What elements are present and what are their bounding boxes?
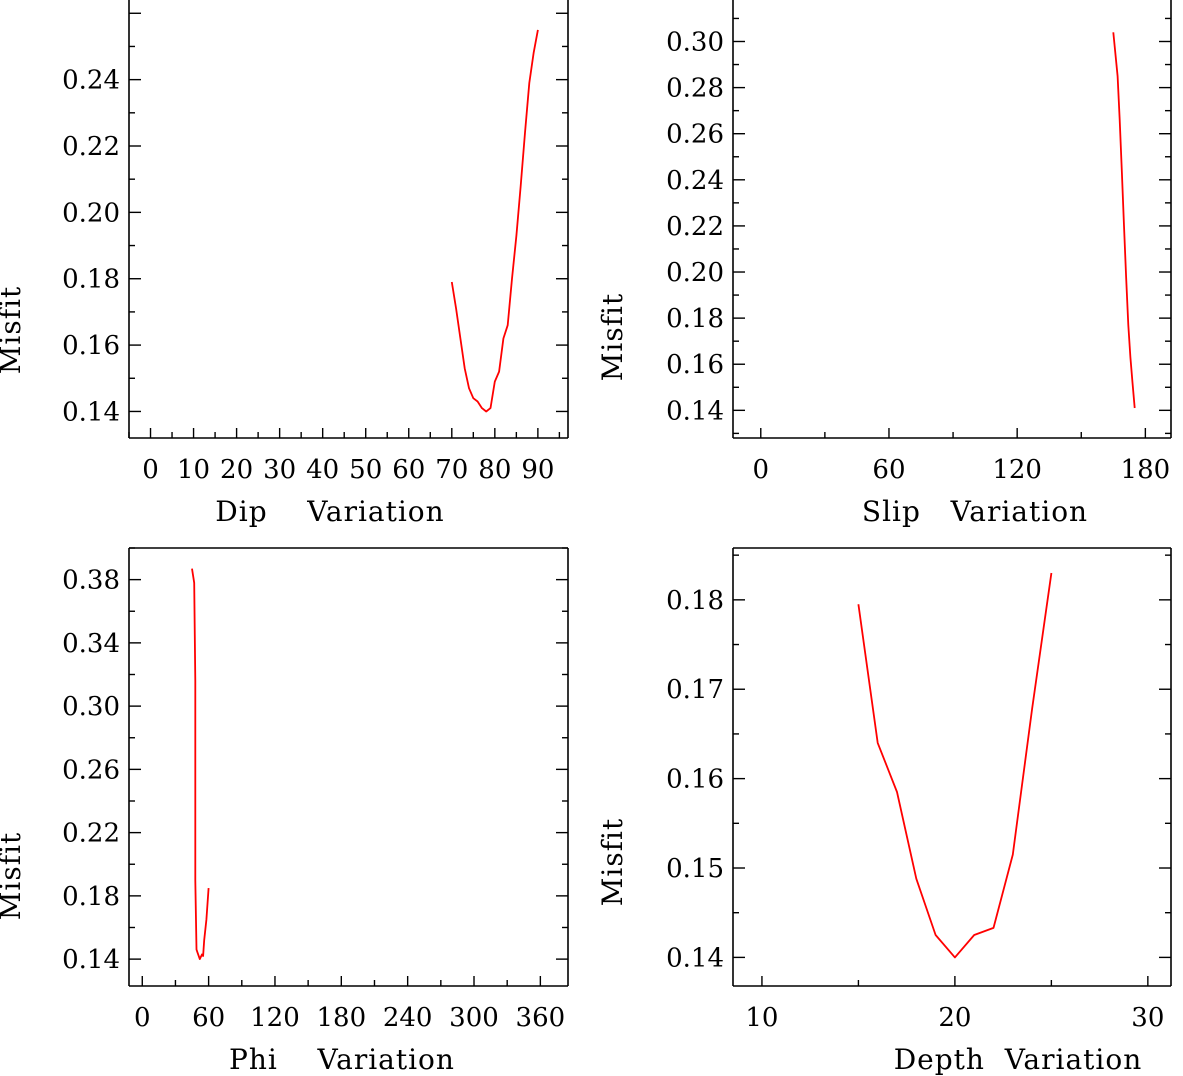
depth-ytick-label: 0.16	[666, 765, 724, 795]
slip-misfit-line	[1112, 32, 1136, 409]
slip-ytick-label: 0.22	[666, 212, 724, 242]
phi-xtick-label: 120	[250, 1003, 300, 1033]
dip-xtick-label: 80	[478, 455, 511, 485]
panel-dip: 0 10 20 30 40 50 60 70 80 90 0.14 0.16 0.18 0.20 0.22 0…	[0, 0, 569, 528]
dip-xtick-label: 30	[263, 455, 296, 485]
panel-depth: 10 20 30 0.14 0.15 0.16 0.17 0.18 Depth Variatio…	[596, 547, 1172, 1076]
phi-ylabel: Misfit	[0, 832, 27, 921]
dip-xtick-label: 0	[142, 455, 159, 485]
dip-ytick-label: 0.22	[62, 132, 120, 162]
depth-xtick-label: 30	[1131, 1003, 1164, 1033]
slip-ytick-label: 0.16	[666, 350, 724, 380]
depth-xtick-label: 20	[938, 1003, 971, 1033]
phi-ytick-label: 0.26	[62, 755, 120, 785]
phi-ytick-label: 0.14	[62, 945, 120, 975]
slip-ytick-label: 0.18	[666, 304, 724, 334]
phi-ytick-label: 0.18	[62, 882, 120, 912]
depth-xlabel: Depth Variation	[894, 1043, 1143, 1076]
dip-xtick-label: 90	[521, 455, 554, 485]
phi-ytick-label: 0.34	[62, 629, 120, 659]
panel-slip: 0 60 120 180 0.14 0.16 0.18 0.20 0.22 0.24 0.26 0.2…	[596, 0, 1172, 528]
phi-xtick-label: 60	[192, 1003, 225, 1033]
slip-xtick-label: 180	[1121, 455, 1171, 485]
phi-ytick-label: 0.38	[62, 566, 120, 596]
depth-ytick-label: 0.14	[666, 943, 724, 973]
dip-xtick-label: 70	[435, 455, 468, 485]
dip-ytick-label: 0.20	[62, 198, 120, 228]
phi-xtick-label: 0	[134, 1003, 151, 1033]
phi-ytick-label: 0.30	[62, 692, 120, 722]
phi-xtick-label: 360	[516, 1003, 566, 1033]
depth-misfit-line	[857, 572, 1053, 959]
slip-ytick-label: 0.30	[666, 27, 724, 57]
phi-xtick-label: 240	[383, 1003, 433, 1033]
dip-xtick-label: 50	[349, 455, 382, 485]
dip-ytick-label: 0.16	[62, 331, 120, 361]
dip-xlabel: Dip Variation	[215, 495, 444, 528]
phi-ytick-label: 0.22	[62, 819, 120, 849]
slip-xtick-label: 60	[872, 455, 905, 485]
slip-ytick-label: 0.14	[666, 396, 724, 426]
phi-misfit-line	[191, 568, 210, 960]
phi-xlabel: Phi Variation	[229, 1043, 455, 1076]
slip-xtick-label: 120	[992, 455, 1042, 485]
dip-xtick-label: 10	[177, 455, 210, 485]
slip-ytick-label: 0.26	[666, 120, 724, 150]
panel-phi: 0 60 120 180 240 300 360 0.14 0.18 0.22 0.26 0.30 0.…	[0, 547, 569, 1076]
dip-ytick-label: 0.18	[62, 265, 120, 295]
dip-ytick-label: 0.24	[62, 66, 120, 96]
phi-xtick-label: 300	[449, 1003, 499, 1033]
depth-ytick-label: 0.17	[666, 675, 724, 705]
dip-xtick-label: 20	[220, 455, 253, 485]
slip-xtick-label: 0	[753, 455, 770, 485]
phi-xtick-label: 180	[316, 1003, 366, 1033]
slip-ytick-label: 0.24	[666, 166, 724, 196]
dip-misfit-line	[450, 29, 539, 413]
dip-xtick-label: 60	[392, 455, 425, 485]
slip-xlabel: Slip Variation	[862, 495, 1088, 528]
depth-xtick-label: 10	[745, 1003, 778, 1033]
depth-ytick-label: 0.18	[666, 586, 724, 616]
slip-ytick-label: 0.28	[666, 74, 724, 104]
depth-ytick-label: 0.15	[666, 854, 724, 884]
depth-ylabel: Misfit	[596, 818, 629, 907]
dip-xtick-label: 40	[306, 455, 339, 485]
slip-ylabel: Misfit	[596, 293, 629, 382]
dip-ylabel: Misfit	[0, 286, 27, 375]
dip-ytick-label: 0.14	[62, 397, 120, 427]
slip-ytick-label: 0.20	[666, 258, 724, 288]
